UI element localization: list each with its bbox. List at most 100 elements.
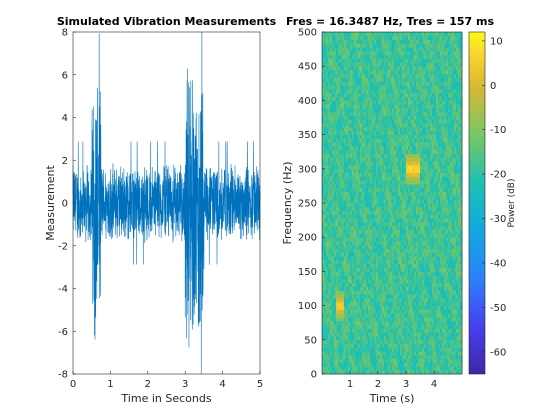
spectrogram-cell — [354, 225, 357, 230]
spectrogram-cell — [400, 96, 403, 101]
spectrogram-cell — [328, 355, 331, 360]
spectrogram-cell — [324, 108, 327, 113]
spectrogram-cell — [362, 237, 365, 242]
spectrogram-cell — [418, 66, 421, 71]
spectrogram-cell — [412, 317, 415, 322]
spectrogram-cell — [372, 89, 375, 94]
spectrogram-cell — [406, 123, 409, 128]
spectrogram-cell — [344, 35, 347, 40]
spectrogram-cell — [356, 187, 359, 192]
spectrogram-cell — [370, 104, 373, 109]
spectrogram-cell — [380, 267, 383, 272]
spectrogram-cell — [342, 146, 345, 151]
spectrogram-cell — [384, 260, 387, 265]
spectrogram-cell — [382, 39, 385, 44]
spectrogram-cell — [422, 206, 425, 211]
spectrogram-cell — [342, 267, 345, 272]
spectrogram-cell — [340, 35, 343, 40]
spectrogram-cell — [344, 358, 347, 363]
spectrogram-cell — [426, 146, 429, 151]
spectrogram-cell — [406, 70, 409, 75]
spectrogram-cell — [420, 214, 423, 219]
spectrogram-cell — [416, 172, 419, 177]
spectrogram-cell — [394, 301, 397, 306]
spectrogram-cell — [396, 260, 399, 265]
spectrogram-cell — [372, 301, 375, 306]
spectrogram-cell — [404, 111, 407, 116]
spectrogram-cell — [358, 366, 361, 371]
spectrogram-cell — [350, 252, 353, 257]
spectrogram-cell — [414, 184, 417, 189]
spectrogram-cell — [388, 58, 391, 63]
spectrogram-cell — [404, 35, 407, 40]
spectrogram-cell — [388, 282, 391, 287]
spectrogram-cell — [376, 115, 379, 120]
spectrogram-cell — [406, 172, 409, 177]
spectrogram-cell — [374, 203, 377, 208]
spectrogram-cell — [342, 256, 345, 261]
spectrogram-cell — [328, 252, 331, 257]
spectrogram-cell — [368, 233, 371, 238]
spectrogram-cell — [394, 168, 397, 173]
spectrogram-cell — [342, 77, 345, 82]
spectrogram-cell — [366, 161, 369, 166]
spectrogram-cell — [392, 222, 395, 227]
spectrogram-cell — [424, 104, 427, 109]
spectrogram-cell — [370, 187, 373, 192]
spectrogram-cell — [412, 301, 415, 306]
spectrogram-cell — [386, 225, 389, 230]
spectrogram-cell — [402, 343, 405, 348]
spectrogram-cell — [418, 225, 421, 230]
spectrogram-cell — [430, 70, 433, 75]
spectrogram-cell — [352, 168, 355, 173]
spectrogram-cell — [420, 195, 423, 200]
spectrogram-cell — [406, 111, 409, 116]
spectrogram-cell — [324, 279, 327, 284]
spectrogram-cell — [372, 294, 375, 299]
spectrogram-cell — [384, 343, 387, 348]
spectrogram-cell — [358, 260, 361, 265]
spectrogram-cell — [376, 73, 379, 78]
spectrogram-cell — [422, 279, 425, 284]
spectrogram-cell — [346, 366, 349, 371]
spectrogram-cell — [416, 104, 419, 109]
spectrogram-cell — [334, 244, 337, 249]
spectrogram-cell — [344, 81, 347, 86]
spectrogram-cell — [384, 195, 387, 200]
spectrogram-cell — [366, 77, 369, 82]
spectrogram-cell — [430, 138, 433, 143]
spectrogram-cell — [388, 248, 391, 253]
spectrogram-cell — [412, 324, 415, 329]
spectrogram-cell — [430, 66, 433, 71]
spectrogram-cell — [326, 309, 329, 314]
spectrogram-cell — [428, 115, 431, 120]
spectrogram-cell — [360, 313, 363, 318]
spectrogram-cell — [364, 203, 367, 208]
spectrogram-cell — [402, 165, 405, 170]
spectrogram-cell — [380, 92, 383, 97]
spectrogram-cell — [340, 362, 343, 367]
spectrogram-cell — [330, 229, 333, 234]
spectrogram-cell — [368, 366, 371, 371]
spectrogram-cell — [384, 332, 387, 337]
spectrogram-cell — [332, 89, 335, 94]
spectrogram-cell — [412, 47, 415, 52]
spectrogram-cell — [358, 47, 361, 52]
spectrogram-cell — [416, 43, 419, 48]
spectrogram-cell — [338, 301, 341, 306]
spectrogram-cell — [380, 157, 383, 162]
spectrogram-cell — [364, 328, 367, 333]
spectrogram-cell — [376, 92, 379, 97]
spectrogram-cell — [354, 35, 357, 40]
spectrogram-cell — [400, 339, 403, 344]
spectrogram-cell — [406, 66, 409, 71]
spectrogram-cell — [362, 58, 365, 63]
spectrogram-cell — [368, 290, 371, 295]
spectrogram-cell — [348, 313, 351, 318]
spectrogram-cell — [390, 244, 393, 249]
spectrogram-cell — [360, 366, 363, 371]
spectrogram-cell — [348, 146, 351, 151]
spectrogram-cell — [332, 85, 335, 90]
spectrogram-cell — [364, 172, 367, 177]
spectrogram-cell — [418, 187, 421, 192]
